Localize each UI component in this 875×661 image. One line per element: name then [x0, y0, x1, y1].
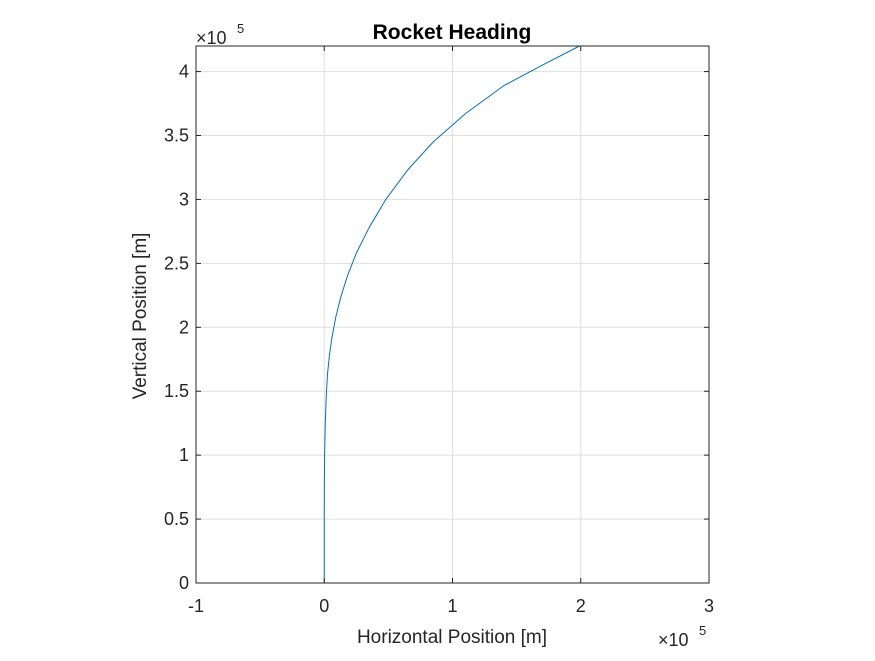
y-tick-label: 3.5 [164, 126, 189, 146]
y-tick-label: 0 [179, 573, 189, 593]
y-tick-label: 2.5 [164, 253, 189, 273]
x-exponent-label: ×10 5 [658, 623, 706, 650]
x-axis-label: Horizontal Position [m] [357, 627, 547, 648]
x-tick-label: 2 [576, 596, 586, 616]
y-tick-label: 0.5 [164, 509, 189, 529]
y-exponent-power: 5 [237, 21, 244, 36]
trajectory-line [323, 45, 580, 583]
series-layer [323, 45, 580, 583]
x-exponent-power: 5 [699, 623, 706, 638]
y-tick-label: 1.5 [164, 381, 189, 401]
chart-title: Rocket Heading [373, 21, 532, 44]
x-exponent-base: ×10 [658, 630, 689, 650]
y-tick-label: 4 [179, 62, 189, 82]
tick-labels: -1 0 1 2 3 0 0.5 1 1.5 2 2.5 3 3.5 4 [164, 62, 714, 616]
y-tick-label: 1 [179, 445, 189, 465]
y-tick-label: 3 [179, 189, 189, 209]
y-axis-label: Vertical Position [m] [130, 233, 151, 400]
y-exponent-base: ×10 [196, 28, 227, 48]
x-tick-label: 3 [704, 596, 714, 616]
grid [195, 46, 710, 584]
x-tick-label: 1 [447, 596, 457, 616]
ticks [195, 46, 710, 584]
y-tick-label: 2 [179, 317, 189, 337]
x-tick-label: 0 [319, 596, 329, 616]
y-exponent-label: ×10 5 [196, 21, 244, 48]
x-tick-label: -1 [188, 596, 204, 616]
